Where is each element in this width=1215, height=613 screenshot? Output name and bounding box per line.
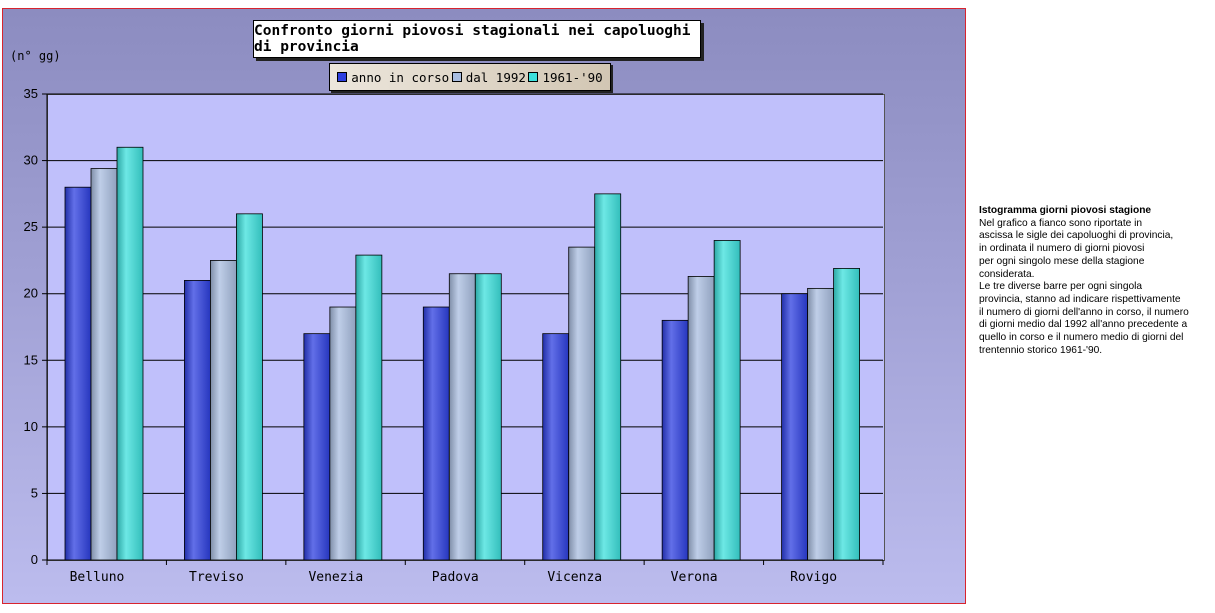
description-line: Le tre diverse barre per ogni singola <box>979 281 1143 293</box>
description-line: Nel grafico a fianco sono riportate in <box>979 217 1143 229</box>
legend-item-1961-90: 1961-'90 <box>528 69 603 85</box>
bar-1961-90-rovigo <box>833 268 860 561</box>
chart-svg: 0 5 10 15 20 25 30 35 Belluno Treviso Venezia Padov… <box>24 86 884 585</box>
bar-dal-1992-vicenza <box>568 246 596 561</box>
bar-dal-1992-padova <box>448 273 476 561</box>
y-tick-label: 10 <box>24 419 38 434</box>
chart-title: Confronto giorni piovosi stagionali nei … <box>253 20 701 58</box>
bar-dal-1992-treviso <box>210 260 237 561</box>
y-tick-label: 20 <box>24 286 38 301</box>
bar-1961-90-venezia <box>355 254 383 561</box>
x-tick-label: Padova <box>432 570 479 585</box>
bar-dal-1992-verona <box>687 276 715 561</box>
legend-label-series-1: anno in corso <box>351 69 450 85</box>
description-line: provincia, stanno ad indicare rispettiva… <box>979 293 1181 305</box>
bar-anno-in-corso-vicenza <box>542 333 570 561</box>
bar-anno-in-corso-rovigo <box>781 293 808 561</box>
legend-swatch-series-2 <box>451 72 462 82</box>
legend-item-anno-in-corso: anno in corso <box>337 70 449 85</box>
bar-anno-in-corso-treviso <box>184 279 211 561</box>
x-tick-label: Rovigo <box>790 570 837 585</box>
bar-1961-90-vicenza <box>594 193 622 561</box>
bar-dal-1992-venezia <box>329 306 357 561</box>
y-tick-label: 0 <box>31 552 38 567</box>
description-title: Istogramma giorni piovosi stagione <box>979 205 1152 216</box>
x-tick-label: Verona <box>671 570 718 585</box>
bar-1961-90-treviso <box>236 213 263 561</box>
description-line: per ogni singolo mese della stagione <box>979 255 1145 267</box>
legend-label-series-3: 1961-'90 <box>542 69 603 85</box>
chart-description: Istogramma giorni piovosi stagione Nel g… <box>979 205 1209 357</box>
bar-anno-in-corso-padova <box>422 306 450 561</box>
bar-anno-in-corso-belluno <box>64 186 92 561</box>
legend-item-dal-1992: dal 1992 <box>451 69 526 85</box>
y-tick-label: 35 <box>24 86 38 101</box>
legend-label-series-2: dal 1992 <box>465 69 526 85</box>
bar-anno-in-corso-venezia <box>303 333 331 561</box>
description-line: in ordinata il numero di giorni piovosi <box>979 243 1145 255</box>
description-line: il numero di giorni dell'anno in corso, … <box>979 306 1189 318</box>
y-tick-label: 30 <box>24 153 38 168</box>
bar-1961-90-belluno <box>116 146 144 561</box>
y-tick-label: 15 <box>24 352 38 367</box>
bar-anno-in-corso-verona <box>661 319 689 561</box>
description-line: considerata. <box>979 268 1035 280</box>
legend-swatch-series-3 <box>528 72 539 82</box>
bar-1961-90-verona <box>713 240 741 561</box>
legend-swatch-series-1 <box>337 72 348 82</box>
description-line: ascissa le sigle dei capoluoghi di provi… <box>979 230 1174 242</box>
description-line: quello in corso e il numero medio di gio… <box>979 332 1184 344</box>
x-tick-label: Vicenza <box>547 570 602 585</box>
description-line: trentennio storico 1961-'90. <box>979 344 1103 356</box>
x-tick-label: Belluno <box>70 570 125 585</box>
x-tick-label: Treviso <box>189 570 244 585</box>
y-tick-label: 25 <box>24 219 38 234</box>
y-axis-label: (n° gg) <box>10 49 61 63</box>
description-body: Nel grafico a fianco sono riportate in as… <box>979 218 1209 358</box>
legend: anno in corso dal 1992 1961-'90 <box>329 63 611 91</box>
bar-dal-1992-belluno <box>90 168 118 561</box>
bar-1961-90-padova <box>474 273 502 561</box>
description-line: di giorni medio dal 1992 all'anno preced… <box>979 319 1188 331</box>
y-tick-label: 5 <box>31 485 38 500</box>
x-tick-label: Venezia <box>308 570 363 585</box>
bar-dal-1992-rovigo <box>807 287 834 561</box>
